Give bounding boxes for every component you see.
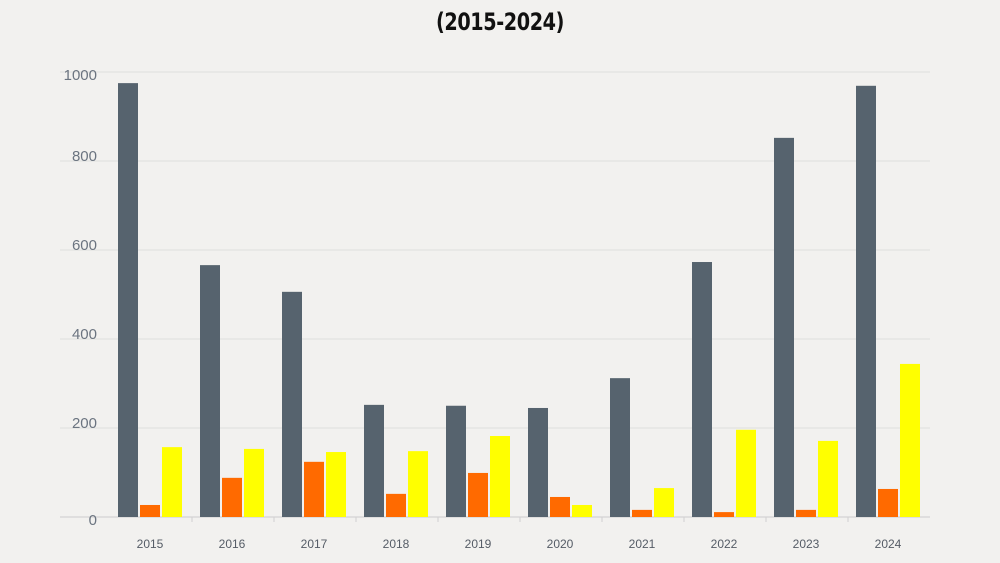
x-tick-label: 2015 bbox=[137, 537, 164, 551]
bar-2022-series-3 bbox=[736, 429, 756, 517]
bar-2024-series-1 bbox=[856, 85, 876, 518]
bar-2021-series-1 bbox=[610, 378, 630, 517]
x-tick-label: 2024 bbox=[875, 537, 902, 551]
bar-2016-series-1 bbox=[200, 265, 220, 517]
bar-2016-series-2 bbox=[222, 477, 242, 517]
x-tick-label: 2019 bbox=[465, 537, 492, 551]
bar-2019-series-1 bbox=[446, 405, 466, 517]
bar-2020-series-1 bbox=[528, 407, 548, 517]
x-tick-label: 2016 bbox=[219, 537, 246, 551]
y-tick-label: 0 bbox=[89, 512, 97, 529]
bar-2023-series-3 bbox=[818, 440, 838, 517]
bar-2022-series-1 bbox=[692, 262, 712, 517]
bar-2023-series-1 bbox=[774, 137, 794, 518]
bar-2022-series-2 bbox=[714, 512, 734, 517]
bar-2024-series-2 bbox=[878, 488, 898, 517]
x-tick-label: 2021 bbox=[629, 537, 656, 551]
y-tick-label: 1000 bbox=[64, 67, 97, 84]
y-tick-label: 400 bbox=[72, 326, 97, 343]
bar-2019-series-2 bbox=[468, 472, 488, 517]
x-tick-label: 2018 bbox=[383, 537, 410, 551]
bar-2024-series-3 bbox=[900, 363, 920, 517]
bar-2020-series-3 bbox=[572, 504, 592, 517]
bar-2018-series-3 bbox=[408, 451, 428, 517]
bar-2015-series-3 bbox=[162, 447, 182, 517]
y-tick-label: 600 bbox=[72, 237, 97, 254]
x-tick-label: 2022 bbox=[711, 537, 738, 551]
x-tick-label: 2020 bbox=[547, 537, 574, 551]
bar-2023-series-2 bbox=[796, 509, 816, 517]
y-tick-label: 200 bbox=[72, 415, 97, 432]
x-tick-label: 2023 bbox=[793, 537, 820, 551]
bar-2021-series-3 bbox=[654, 488, 674, 517]
bar-2019-series-3 bbox=[490, 436, 510, 517]
y-tick-label: 800 bbox=[72, 148, 97, 165]
bar-2018-series-1 bbox=[364, 404, 384, 517]
bar-2016-series-3 bbox=[244, 448, 264, 517]
bar-2020-series-2 bbox=[550, 496, 570, 517]
bar-2017-series-1 bbox=[282, 291, 302, 517]
bar-2015-series-1 bbox=[118, 83, 138, 517]
bar-2015-series-2 bbox=[140, 504, 160, 517]
bar-2021-series-2 bbox=[632, 509, 652, 517]
bar-2017-series-2 bbox=[304, 461, 324, 517]
chart-title: (2015-2024) bbox=[436, 8, 564, 36]
x-tick-label: 2017 bbox=[301, 537, 328, 551]
bar-2017-series-3 bbox=[326, 452, 346, 517]
bar-2018-series-2 bbox=[386, 493, 406, 517]
